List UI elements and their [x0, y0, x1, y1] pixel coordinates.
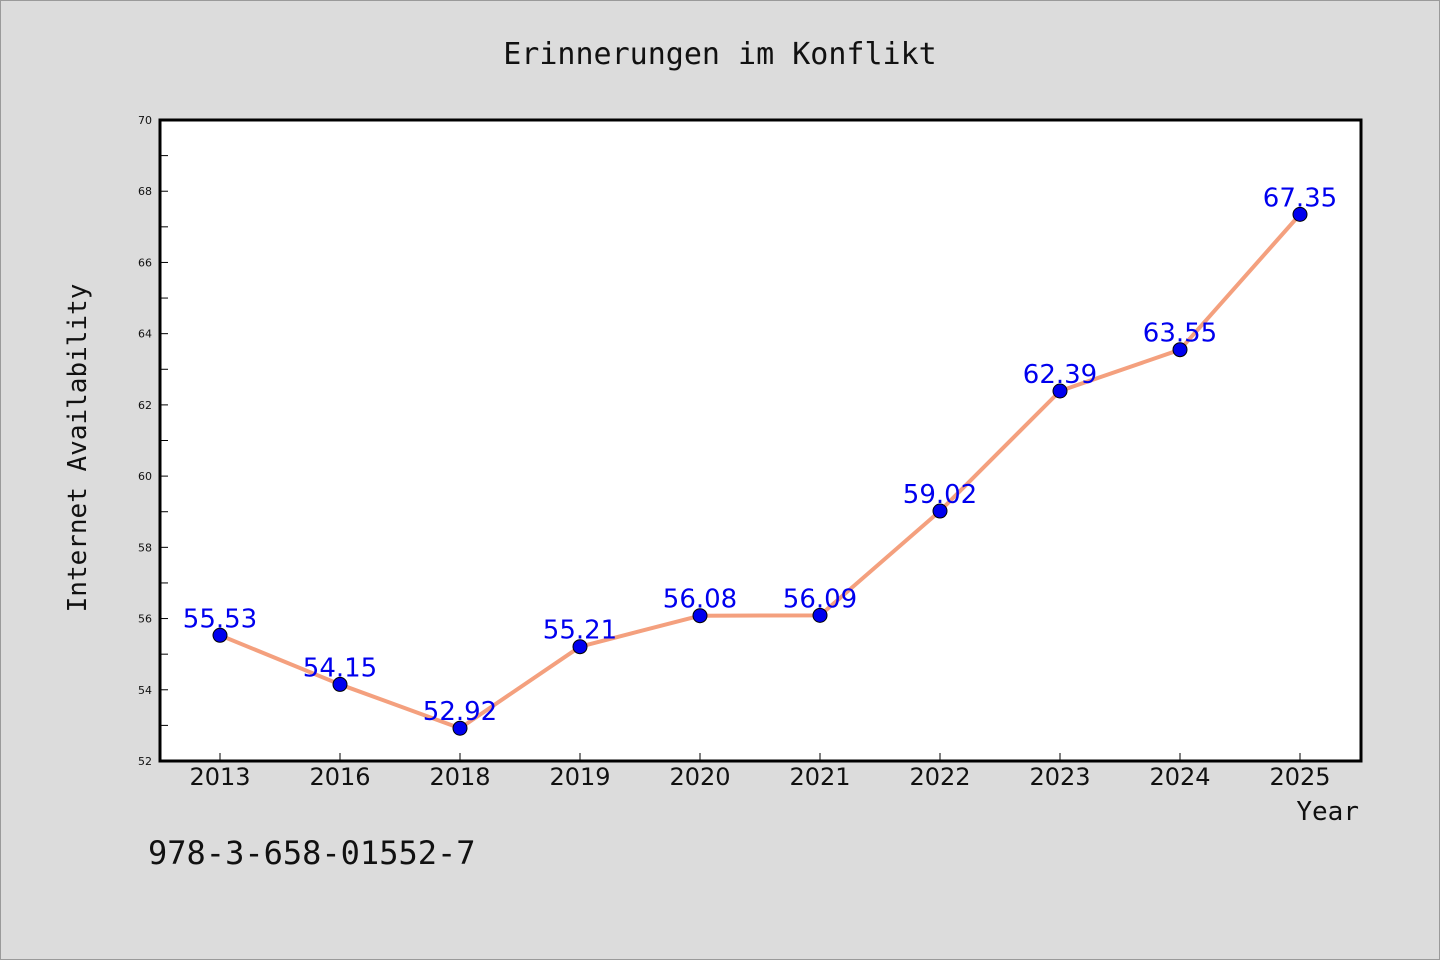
data-point-marker [212, 627, 228, 643]
x-tick-label: 2016 [309, 763, 370, 791]
isbn-text: 978-3-658-01552-7 [148, 834, 476, 872]
data-label: 55.53 [183, 604, 257, 634]
data-label: 56.09 [783, 584, 857, 614]
data-point-marker [932, 503, 948, 519]
y-axis: 52 54 56 58 60 62 64 66 68 70 [138, 114, 168, 768]
data-point-marker [692, 608, 708, 624]
x-tick-label: 2013 [189, 763, 250, 791]
y-tick-label: 54 [138, 684, 152, 697]
x-tick-label: 2020 [669, 763, 730, 791]
data-label: 54.15 [303, 653, 377, 683]
series-layer: 55.53 54.15 52.92 55.21 56.08 56.09 59.02 62.39… [183, 183, 1337, 736]
plot-area [158, 118, 1363, 763]
series-line [219, 213, 1302, 731]
data-label: 62.39 [1023, 360, 1097, 390]
data-point-marker [812, 607, 828, 623]
y-tick-label: 68 [138, 185, 152, 198]
x-tick-label: 2025 [1269, 763, 1330, 791]
x-tick-label: 2021 [789, 763, 850, 791]
y-tick-label: 60 [138, 470, 152, 483]
y-tick-label: 62 [138, 399, 152, 412]
x-tick-label: 2024 [1149, 763, 1210, 791]
data-point-marker [572, 639, 588, 655]
data-label: 52.92 [423, 697, 497, 727]
y-tick-label: 58 [138, 541, 152, 554]
y-tick-label: 52 [138, 755, 152, 768]
y-tick-label: 66 [138, 256, 152, 269]
x-tick-label: 2022 [909, 763, 970, 791]
y-axis-label: Internet Availability [63, 284, 93, 613]
data-point-marker [1292, 206, 1308, 222]
data-label: 63.55 [1143, 319, 1217, 349]
data-point-marker [332, 676, 348, 692]
data-point-marker [1172, 342, 1188, 358]
data-label: 67.35 [1263, 183, 1337, 213]
data-point-marker [1052, 383, 1068, 399]
x-tick-label: 2019 [549, 763, 610, 791]
x-tick-label: 2018 [429, 763, 490, 791]
y-tick-label: 70 [138, 114, 152, 127]
data-label: 55.21 [543, 616, 617, 646]
y-tick-label: 56 [138, 613, 152, 626]
data-label: 59.02 [903, 480, 977, 510]
y-tick-label: 64 [138, 328, 152, 341]
chart-title: Erinnerungen im Konflikt [503, 37, 936, 72]
x-axis: 2013 2016 2018 2019 2020 2021 2022 2023 2024 2025 [189, 753, 1331, 791]
x-tick-label: 2023 [1029, 763, 1090, 791]
x-axis-label: Year [1296, 797, 1359, 827]
data-point-marker [452, 720, 468, 736]
data-label: 56.08 [663, 585, 737, 615]
